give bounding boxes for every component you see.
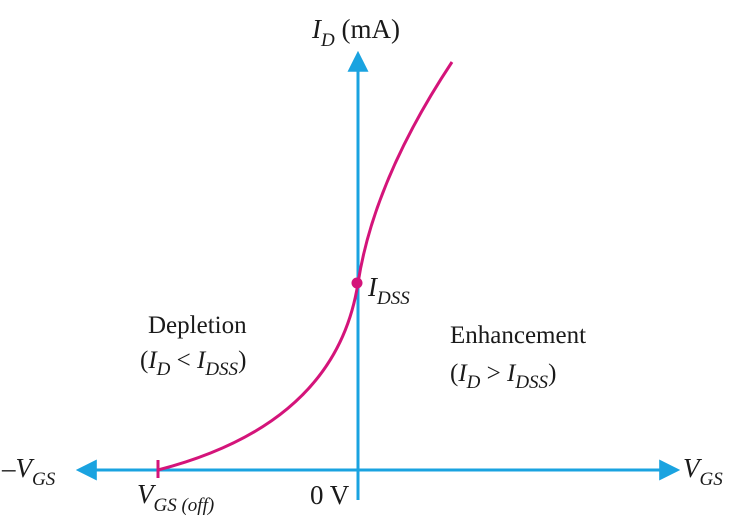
- idss-point: [351, 277, 363, 289]
- x-axis-negative-label: –VGS: [1, 453, 56, 490]
- depletion-region-condition: (ID < IDSS): [140, 347, 246, 380]
- y-axis-label: ID (mA): [311, 14, 400, 51]
- transfer-curve: [157, 61, 454, 472]
- idss-label: IDSS: [367, 272, 410, 309]
- enhancement-region-condition: (ID > IDSS): [450, 360, 556, 393]
- enhancement-region-title: Enhancement: [450, 322, 586, 349]
- x-axis-positive-label: VGS: [683, 453, 723, 490]
- depletion-region-title: Depletion: [148, 312, 247, 339]
- cutoff-voltage-label: VGS (off): [137, 479, 214, 516]
- origin-label: 0 V: [310, 480, 350, 510]
